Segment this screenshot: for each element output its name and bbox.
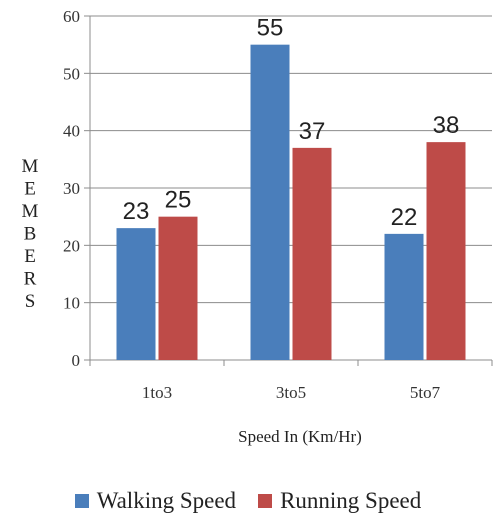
data-label: 22 bbox=[391, 204, 418, 231]
data-label: 38 bbox=[433, 112, 460, 139]
category-labels: 1to3 3to5 5to7 bbox=[142, 383, 441, 402]
y-axis-label-letter: M bbox=[22, 156, 39, 177]
y-tick-label: 0 bbox=[72, 351, 81, 370]
legend: Walking Speed Running Speed bbox=[0, 488, 496, 514]
y-axis-label-letter: E bbox=[24, 246, 36, 267]
legend-swatch-walking bbox=[74, 494, 89, 508]
y-tick-label: 20 bbox=[63, 236, 80, 255]
bar-running-1to3 bbox=[158, 216, 198, 360]
y-tick-label: 50 bbox=[63, 64, 80, 83]
bar-running-3to5 bbox=[292, 147, 332, 360]
data-label: 55 bbox=[257, 15, 284, 42]
y-tick-labels: 0 10 20 30 40 50 60 bbox=[63, 7, 80, 370]
bar-walking-1to3 bbox=[116, 228, 156, 360]
y-tick-label: 60 bbox=[63, 7, 80, 26]
legend-label-walking: Walking Speed bbox=[96, 488, 237, 513]
y-axis-label-letter: S bbox=[25, 291, 36, 312]
data-label: 37 bbox=[299, 118, 326, 145]
bar-walking-3to5 bbox=[250, 44, 290, 361]
axes bbox=[84, 15, 493, 366]
y-tick-label: 10 bbox=[63, 294, 80, 313]
y-tick-label: 40 bbox=[63, 122, 80, 141]
y-tick-label: 30 bbox=[63, 179, 80, 198]
data-label: 25 bbox=[165, 187, 192, 214]
x-axis-label: Speed In (Km/Hr) bbox=[238, 427, 362, 446]
legend-swatch-running bbox=[258, 494, 273, 508]
data-labels: 23 25 55 37 22 38 bbox=[123, 15, 460, 231]
y-axis-label-letter: B bbox=[24, 224, 37, 245]
category-label: 1to3 bbox=[142, 383, 172, 402]
category-label: 3to5 bbox=[276, 383, 306, 402]
grid-lines bbox=[90, 15, 492, 304]
y-axis-label-letter: E bbox=[24, 179, 36, 200]
y-axis-label-letter: R bbox=[24, 269, 37, 290]
legend-item-walking: Walking Speed bbox=[74, 488, 237, 514]
legend-item-running: Running Speed bbox=[258, 488, 421, 514]
y-axis-label-letter: M bbox=[22, 201, 39, 222]
data-label: 23 bbox=[123, 198, 150, 225]
category-label: 5to7 bbox=[410, 383, 441, 402]
bar-walking-5to7 bbox=[384, 233, 424, 360]
legend-label-running: Running Speed bbox=[280, 488, 422, 513]
bars bbox=[116, 44, 466, 361]
bar-running-5to7 bbox=[426, 142, 466, 360]
